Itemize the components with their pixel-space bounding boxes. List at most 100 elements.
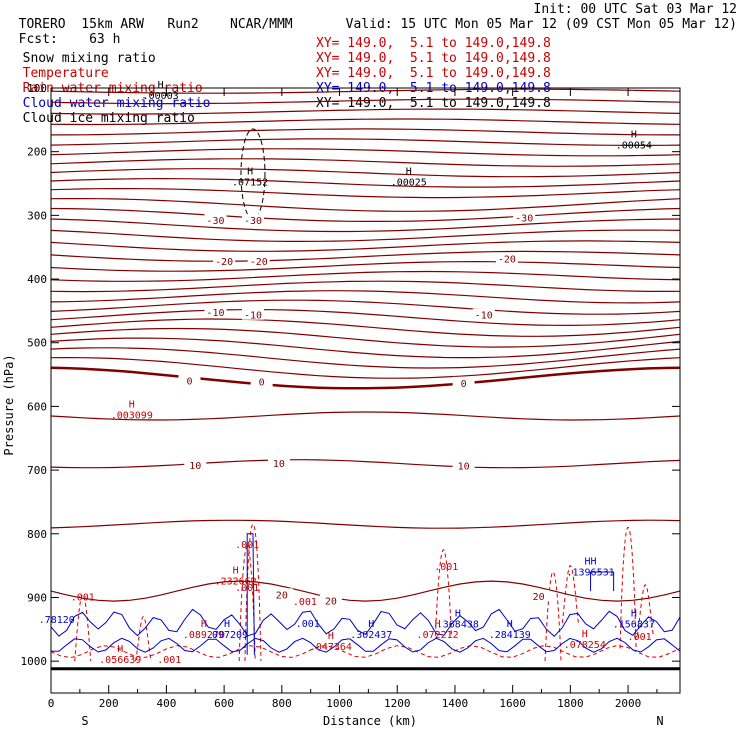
x-tick-label: 0: [48, 697, 55, 710]
temperature-contour-label: -30: [206, 216, 224, 227]
cloud-water-contour: [590, 571, 615, 592]
contour-labels: -30 -30 -30 -20 -20 -20 -10 -10 -10 0 0 0 10 10 10 20 20…: [178, 211, 550, 608]
maximum-marker: .78120: [39, 615, 75, 626]
maximum-value: .072212: [417, 630, 459, 641]
x-axis-left-end: S: [81, 714, 88, 728]
temperature-contour-label: -10: [475, 311, 493, 322]
contour-label-bg: [241, 308, 264, 320]
isotherm-line: [50, 158, 681, 167]
isotherm-line: [50, 108, 681, 115]
rain-contour: [636, 584, 654, 636]
isotherm-line: [50, 250, 681, 262]
rain-contour: [50, 645, 681, 658]
isotherm-line: [50, 519, 681, 529]
maximum-marker: .001: [434, 562, 458, 573]
isotherm-line: [50, 168, 681, 178]
isotherm-line: [50, 188, 681, 199]
temperature-contour-label: -20: [215, 257, 233, 268]
contour-label-bg: [184, 459, 207, 471]
isotherm-line: [50, 118, 681, 126]
legend-temperature-xy: XY= 149.0, 5.1 to 149.0,149.8: [316, 51, 551, 66]
maximum-marker: .001: [293, 597, 317, 608]
isotherm-line: [50, 98, 681, 105]
maximum-value: .089270: [183, 630, 225, 641]
legend-snow-name: Snow mixing ratio: [22, 51, 156, 66]
maximum-marker: H: [631, 609, 637, 620]
contour-label-bg: [213, 255, 236, 267]
maximum-marker: H: [233, 565, 239, 576]
maximum-value: .156837: [613, 620, 655, 631]
header-valid: Valid: 15 UTC Mon 05 Mar 12 (09 CST Mon …: [345, 17, 737, 32]
temperature-contour-label: 10: [273, 459, 285, 470]
x-tick-label: 1600: [499, 697, 526, 710]
isotherm-line: [50, 177, 681, 188]
maximum-marker: H: [507, 619, 513, 630]
x-tick-label: 400: [156, 697, 176, 710]
rain-contour: [434, 549, 452, 636]
y-tick-label: 500: [27, 337, 47, 350]
temperature-contour-label: -10: [244, 311, 262, 322]
contour-label-bg: [452, 459, 475, 471]
plot-border: [50, 87, 681, 694]
maximum-marker: H: [455, 609, 461, 620]
cloud-water-contours: [50, 533, 681, 655]
fcst-value: 63 h: [89, 32, 121, 47]
model-resolution: 15km ARW: [81, 17, 144, 32]
legend-cloud-ice: Cloud ice mixing ratio: [7, 96, 195, 126]
fcst-label: Fcst:: [18, 32, 58, 47]
x-tick-label: 1800: [557, 697, 584, 710]
contour-label-bg: [527, 590, 550, 602]
model-org: NCAR/MMM: [230, 17, 293, 32]
temperature-contour-label: 10: [189, 461, 201, 472]
maximum-value: .302437: [350, 630, 392, 641]
x-axis-ticks: 0 200 400 600 800 1000 1200 1400 1600 1800 2000: [48, 88, 658, 710]
x-tick-label: 600: [214, 697, 234, 710]
temperature-contour-label: -20: [498, 255, 516, 266]
maximum-marker: H: [201, 619, 207, 630]
cloud-water-contour: [246, 533, 255, 655]
maximum-value: .078254: [564, 640, 606, 651]
maximum-marker: H: [631, 130, 637, 141]
contour-label-bg: [204, 306, 227, 318]
temperature-contour-label: -20: [250, 257, 268, 268]
isotherm-line: [50, 218, 681, 233]
contour-label-bg: [267, 457, 290, 469]
isotherm-line: [50, 198, 681, 212]
maximum-value: .056639: [99, 655, 141, 666]
maximum-marker: .001: [628, 632, 652, 643]
plot-frame: [50, 87, 681, 694]
isotherm-line: [50, 290, 681, 304]
isotherm-line: [50, 411, 681, 421]
maximum-value: .00003: [143, 91, 179, 102]
rain-contour: [619, 526, 637, 649]
maximum-value: .07152: [232, 178, 268, 189]
x-tick-label: 2000: [615, 697, 642, 710]
contour-label-bg: [495, 252, 518, 264]
temperature-contour-label: 0: [259, 378, 265, 389]
maximum-value: .097209: [206, 630, 248, 641]
isotherm-line: [50, 260, 681, 272]
contour-label-bg: [319, 594, 342, 606]
maximum-marker: H: [117, 644, 123, 655]
legend-temperature-name: Temperature: [22, 66, 109, 81]
y-tick-label: 1000: [21, 655, 48, 668]
maximum-marker: H: [435, 619, 441, 630]
legend-snow: Snow mixing ratio: [7, 36, 156, 66]
legend-snow-xy: XY= 149.0, 5.1 to 149.0,149.8: [316, 36, 551, 51]
rain-contour: [561, 565, 579, 624]
temperature-contour-label: 20: [325, 597, 337, 608]
isotherm-line: [50, 138, 681, 146]
maximum-marker: H: [368, 619, 374, 630]
contour-label-bg: [241, 213, 264, 225]
maximum-marker: HH: [585, 556, 597, 567]
maximum-marker: H: [406, 167, 412, 178]
legend-rain-xy: XY= 149.0, 5.1 to 149.0,149.8: [316, 66, 551, 81]
cloud-water-contour: [50, 637, 681, 653]
isotherm-line: [50, 280, 681, 293]
cloud-water-contour: [50, 608, 681, 637]
maximum-value: .284139: [489, 630, 531, 641]
y-tick-label: 300: [27, 209, 47, 222]
legend-temperature: Temperature: [7, 51, 109, 81]
